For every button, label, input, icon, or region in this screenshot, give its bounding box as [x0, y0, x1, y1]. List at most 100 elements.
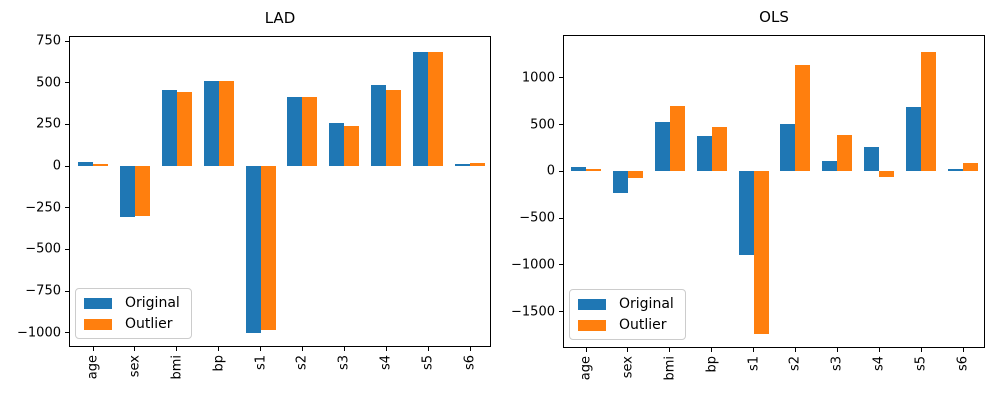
y-tick-label: 1000 — [521, 70, 555, 86]
x-tick-mark — [878, 348, 880, 352]
bar-outlier-s6 — [470, 163, 485, 167]
bar-outlier-s3 — [837, 134, 853, 172]
chart-ols: OLS Original Outlier 1000 500 0 −500 −1000 −1… — [511, 8, 985, 381]
bar-outlier-bmi — [176, 91, 192, 167]
x-tick-label-bmi: bmi — [662, 356, 678, 381]
x-tick-mark — [218, 347, 220, 351]
x-tick-mark — [134, 347, 136, 351]
y-tick-mark — [65, 165, 69, 167]
x-tick-mark — [794, 348, 796, 352]
x-tick-label-s5: s5 — [420, 355, 436, 371]
x-tick-label-sex: sex — [620, 356, 636, 379]
bar-outlier-age — [586, 168, 601, 172]
x-tick-mark — [669, 348, 671, 352]
y-tick-mark — [559, 170, 563, 172]
bar-outlier-sex — [627, 171, 643, 179]
legend-label-outlier: Outlier — [125, 316, 173, 332]
x-tick-label-s2: s2 — [294, 355, 310, 371]
bar-original-s3 — [822, 161, 838, 172]
y-tick-label: −500 — [25, 241, 61, 257]
chart-lad: LAD Original Outlier 750 500 250 0 −250 −500 −… — [17, 9, 491, 380]
x-tick-mark — [260, 347, 262, 351]
bar-outlier-s1 — [260, 166, 276, 331]
y-tick-mark — [65, 207, 69, 209]
bar-original-s2 — [287, 97, 303, 167]
bar-outlier-s2 — [302, 97, 318, 167]
y-tick-mark — [65, 82, 69, 84]
bar-outlier-s3 — [344, 125, 360, 167]
bar-original-s6 — [455, 164, 470, 167]
bar-original-s3 — [329, 122, 345, 167]
bar-original-s4 — [371, 85, 387, 167]
y-tick-label: −1500 — [511, 304, 555, 320]
y-tick-label: −1000 — [511, 257, 555, 273]
x-tick-mark — [920, 348, 922, 352]
bar-outlier-s2 — [795, 64, 811, 172]
y-tick-mark — [65, 248, 69, 250]
bar-original-sex — [612, 171, 628, 194]
y-tick-mark — [65, 123, 69, 125]
bar-original-age — [571, 166, 586, 172]
x-tick-label-s1: s1 — [253, 355, 269, 371]
x-tick-label-s6: s6 — [955, 356, 971, 372]
bar-outlier-s6 — [963, 162, 978, 172]
y-tick-label: 0 — [52, 158, 61, 174]
bar-original-s5 — [906, 106, 922, 172]
y-tick-label: 500 — [36, 75, 61, 91]
y-tick-label: −750 — [25, 283, 61, 299]
bar-original-s6 — [948, 168, 963, 172]
legend-swatch-outlier — [84, 318, 112, 330]
bar-outlier-s5 — [921, 51, 937, 172]
legend-item-outlier: Outlier — [84, 316, 180, 332]
x-tick-label-s1: s1 — [746, 356, 762, 372]
x-tick-mark — [301, 347, 303, 351]
x-tick-label-s5: s5 — [913, 356, 929, 372]
x-tick-label-s6: s6 — [462, 355, 478, 371]
legend-item-original: Original — [84, 295, 180, 311]
legend-label-original: Original — [619, 296, 674, 312]
bar-outlier-s4 — [386, 89, 402, 167]
legend-lad: Original Outlier — [75, 288, 192, 339]
x-tick-mark — [469, 347, 471, 351]
bar-original-s1 — [738, 171, 754, 256]
y-tick-mark — [559, 264, 563, 266]
bar-original-s2 — [780, 123, 796, 172]
legend-swatch-outlier — [578, 319, 606, 331]
x-tick-label-age: age — [578, 356, 594, 381]
chart-title-ols: OLS — [759, 8, 789, 26]
y-tick-mark — [559, 311, 563, 313]
y-tick-mark — [65, 290, 69, 292]
bar-outlier-bp — [218, 81, 234, 167]
x-tick-label-age: age — [85, 355, 101, 380]
x-tick-mark — [343, 347, 345, 351]
bar-outlier-bmi — [669, 105, 685, 172]
x-tick-label-bmi: bmi — [169, 355, 185, 380]
x-tick-mark — [385, 347, 387, 351]
legend-swatch-original — [578, 298, 606, 310]
bar-original-bmi — [654, 121, 670, 172]
y-tick-label: 250 — [36, 116, 61, 132]
bar-original-age — [78, 162, 93, 167]
x-tick-mark — [176, 347, 178, 351]
x-tick-label-bp: bp — [704, 356, 720, 373]
legend-swatch-original — [84, 297, 112, 309]
bar-outlier-s4 — [879, 171, 895, 178]
bar-outlier-bp — [711, 127, 727, 172]
bar-outlier-sex — [134, 166, 150, 217]
x-tick-label-s3: s3 — [829, 356, 845, 372]
y-tick-label: −250 — [25, 200, 61, 216]
y-tick-label: −1000 — [17, 325, 61, 341]
y-tick-label: 0 — [546, 163, 555, 179]
y-tick-mark — [65, 332, 69, 334]
y-tick-mark — [559, 124, 563, 126]
x-tick-label-s4: s4 — [871, 356, 887, 372]
y-tick-mark — [559, 77, 563, 79]
bar-original-bp — [696, 135, 712, 172]
x-tick-label-bp: bp — [211, 355, 227, 372]
x-tick-mark — [627, 348, 629, 352]
x-tick-mark — [836, 348, 838, 352]
bar-original-s1 — [245, 166, 261, 333]
x-tick-label-sex: sex — [127, 355, 143, 378]
x-tick-label-s3: s3 — [336, 355, 352, 371]
